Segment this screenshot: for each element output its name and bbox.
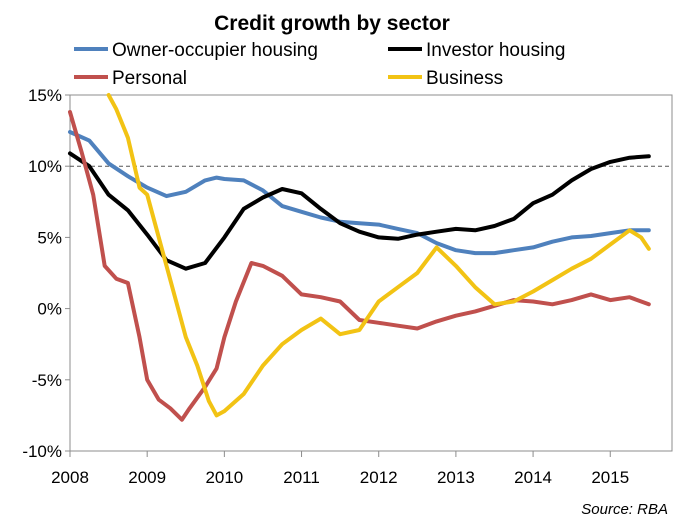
x-tick-label: 2013 bbox=[437, 468, 475, 487]
series-line-personal bbox=[68, 110, 651, 422]
x-tick-label: 2010 bbox=[205, 468, 243, 487]
x-tick-label: 2011 bbox=[283, 468, 320, 487]
legend-label-investor: Investor housing bbox=[426, 40, 565, 61]
y-tick-label: 0% bbox=[37, 300, 62, 319]
x-tick-label: 2012 bbox=[360, 468, 398, 487]
series-line-business bbox=[106, 93, 651, 418]
legend-label-owner-occupier: Owner-occupier housing bbox=[112, 40, 318, 61]
y-tick-label: 10% bbox=[28, 157, 62, 176]
x-tick-label: 2008 bbox=[51, 468, 89, 487]
axes: -10% -5% 0% 5% 10% 15% 2008 2009 2010 2011 2012 201… bbox=[22, 86, 629, 487]
x-tick-label: 2015 bbox=[591, 468, 629, 487]
series-line-owner-occupier bbox=[68, 130, 651, 256]
series-group bbox=[68, 93, 651, 422]
chart-title: Credit growth by sector bbox=[214, 12, 450, 35]
legend-label-business: Business bbox=[426, 68, 503, 89]
x-tick-label: 2009 bbox=[128, 468, 166, 487]
y-tick-label: 15% bbox=[28, 86, 62, 105]
source-note: Source: RBA bbox=[581, 501, 668, 518]
y-tick-label: 5% bbox=[37, 228, 62, 247]
y-tick-label: -10% bbox=[22, 442, 62, 461]
x-tick-label: 2014 bbox=[514, 468, 552, 487]
y-tick-label: -5% bbox=[32, 371, 62, 390]
legend-label-personal: Personal bbox=[112, 68, 187, 89]
plot-frame bbox=[69, 94, 673, 452]
series-line-investor bbox=[68, 151, 651, 271]
legend: Owner-occupier housing Investor housing … bbox=[74, 40, 565, 89]
